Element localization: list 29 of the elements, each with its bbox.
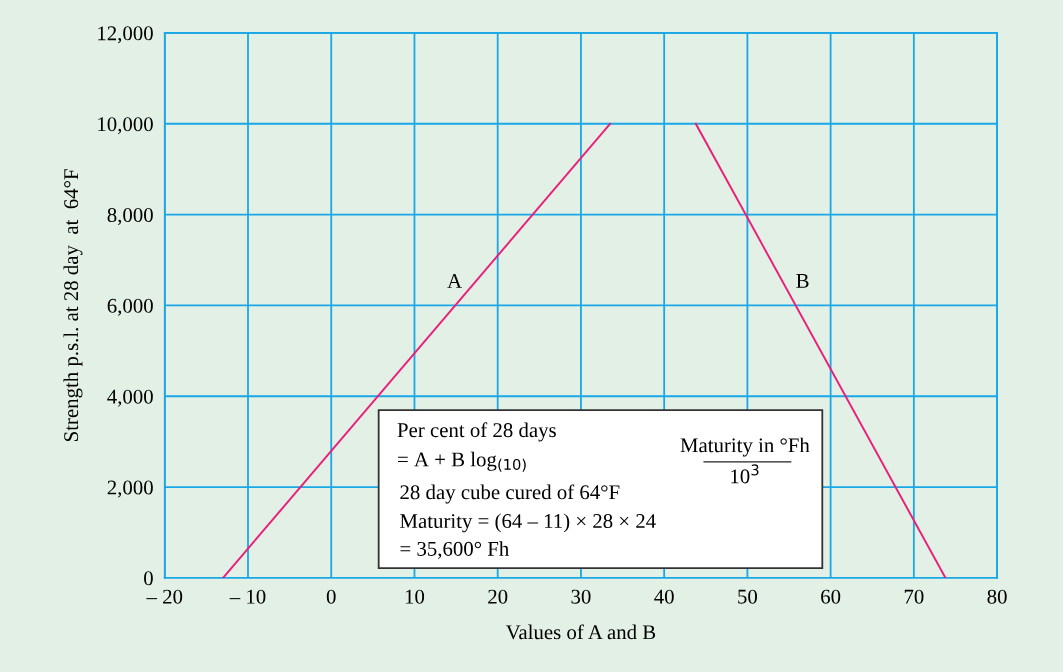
y-tick-label: 4,000 [107, 389, 153, 407]
series-label: B [796, 274, 809, 288]
x-tick-label: 10 [405, 589, 425, 604]
x-tick-label: 20 [488, 589, 508, 604]
y-axis-title: Strength p.s.l. at 28 day at 64°F [63, 169, 83, 441]
x-tick-label: 80 [987, 589, 1007, 604]
x-tick-label: 50 [738, 589, 758, 604]
y-tick-label: 0 [144, 571, 153, 586]
annotation: = 35,600° Fh [400, 541, 509, 559]
y-tick-label: 10,000 [98, 117, 153, 135]
annotation: Maturity = (64 – 11) × 28 × 24 [400, 513, 656, 533]
annotation: Maturity in °Fh [680, 437, 810, 457]
annotation: 28 day cube cured of 64°F [400, 484, 620, 504]
x-tick-label: 70 [904, 589, 924, 604]
annotation: = A + B log$_{(10)}$ [398, 451, 526, 472]
x-tick-label: 30 [571, 589, 591, 604]
series-label: A [447, 273, 462, 288]
x-tick-label: – 10 [229, 589, 266, 604]
annotation: Per cent of 28 days [397, 422, 556, 442]
y-tick-label: 12,000 [98, 26, 153, 44]
y-tick-label: 2,000 [107, 480, 153, 498]
x-tick-label: 40 [654, 589, 674, 604]
x-tick-label: 60 [821, 589, 841, 604]
x-axis-title: Values of A and B [505, 624, 656, 640]
y-tick-label: 8,000 [107, 207, 153, 226]
annotation: 10$^{3}$ [731, 464, 759, 484]
x-tick-label: 0 [326, 589, 336, 604]
y-tick-label: 6,000 [107, 298, 153, 316]
x-tick-label: – 20 [146, 589, 183, 604]
